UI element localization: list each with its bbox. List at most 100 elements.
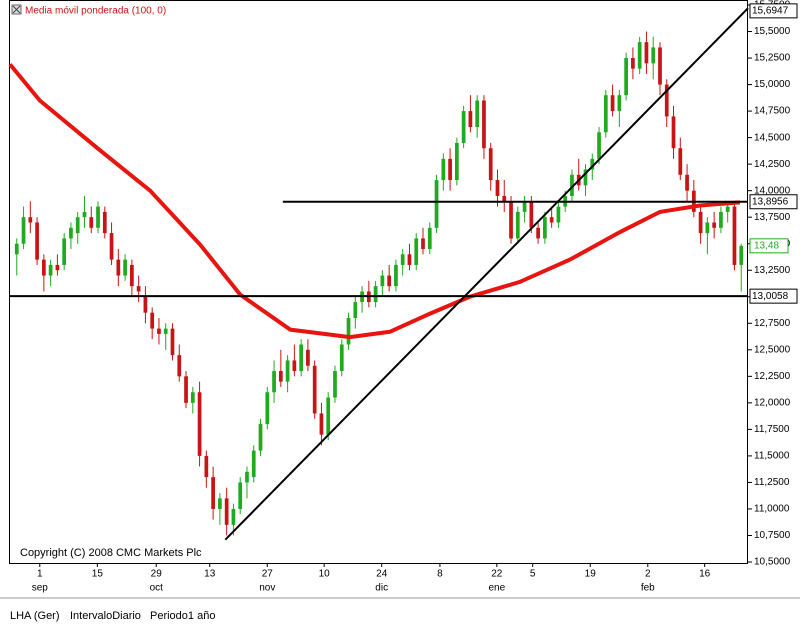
candle-body [184,376,188,403]
candle-body [658,47,662,85]
candle-body [55,264,60,271]
candle-body [278,371,283,382]
candle-body [82,211,87,218]
candle-body [488,148,493,181]
candle-body [455,142,459,181]
candle-body [123,259,127,276]
candle-body [502,195,507,202]
candle-body [258,424,263,451]
candle-body [373,286,378,303]
candle-body [644,42,649,64]
candle-body [421,238,425,250]
candle-body [725,206,730,212]
candle-body [739,245,744,265]
candle-body [265,392,270,425]
candle-body [231,508,236,525]
candle-body [299,344,303,372]
candle-body [319,413,324,435]
x-tick-label: 5 [530,569,536,580]
y-tick-label: 12,7500 [754,318,791,329]
candle-body [637,42,642,69]
y-tick-label: 12,0000 [754,397,791,408]
footer-symbol: LHA (Ger) [10,610,60,622]
candle-body [143,296,148,313]
candle-body [617,95,622,112]
candle-body [204,455,209,478]
candle-body [536,227,540,239]
candle-body [69,227,73,239]
candle-body [130,264,134,287]
candle-body [698,211,703,234]
candle-body [251,450,256,478]
legend-label: Media móvil ponderada (100, 0) [25,6,166,17]
y-tick-label: 14,7500 [754,106,791,117]
candle-body [312,365,317,414]
candle-body [407,254,412,265]
candle-body [448,158,452,181]
candle-body [14,243,19,255]
y-tick-label: 14,5000 [754,132,791,143]
candle-body [400,254,405,265]
x-tick-label: 1 [37,569,43,580]
y-tick-label: 15,2500 [754,53,791,64]
x-tick-label: 22 [491,569,503,580]
candle-body [353,302,358,318]
month-label: ene [488,583,505,594]
candle-body [671,116,676,149]
candle-body [427,227,432,250]
x-tick-label: 27 [262,569,274,580]
candle-body [522,201,527,212]
candle-body [211,477,215,509]
price-label-box [749,288,798,304]
candle-body [21,217,26,244]
candle-body [326,397,331,435]
month-label: sep [32,583,49,594]
candle-body [48,264,53,276]
y-tick-label: 13,7500 [754,212,791,223]
candle-body [475,100,480,128]
price-label-box [749,3,798,19]
candle-body [238,482,243,509]
copyright: Copyright (C) 2008 CMC Markets Plc [20,547,202,559]
candle-body [468,111,473,128]
candle-body [705,222,710,234]
candle-body [245,471,249,483]
candle-body [678,148,683,175]
trend-line [224,7,749,541]
candle-body [380,275,385,287]
candle-body [190,392,195,403]
candle-body [583,169,588,186]
candle-body [529,201,534,228]
candle-body [346,317,351,345]
price-label: 15,6947 [752,6,789,17]
y-tick-label: 10,5000 [754,557,791,568]
candle-body [685,174,689,191]
x-tick-label: 13 [204,569,216,580]
month-label: nov [259,583,275,594]
candle-body [62,238,67,265]
price-label-box [749,194,798,210]
candle-body [157,328,161,334]
candle-body [712,222,717,228]
x-tick-label: 8 [437,569,443,580]
wma-line [8,63,741,340]
y-tick-label: 15,5000 [754,26,791,37]
candle-body [177,355,182,377]
candle-body [150,312,155,329]
month-label: dic [375,583,388,594]
candle-body [218,498,222,509]
candle-body [414,238,419,265]
y-tick-label: 11,0000 [754,504,790,515]
candle-body [333,371,337,398]
candle-body [664,84,669,117]
candle-body [285,360,290,382]
y-tick-label: 13,2500 [754,265,791,276]
y-tick-label: 11,7500 [754,424,790,435]
x-tick-label: 2 [645,569,651,580]
plot-frame [9,0,748,564]
candle-body [136,286,141,292]
candle-body [610,95,615,112]
candle-body [272,371,276,393]
candle-body [339,344,344,372]
